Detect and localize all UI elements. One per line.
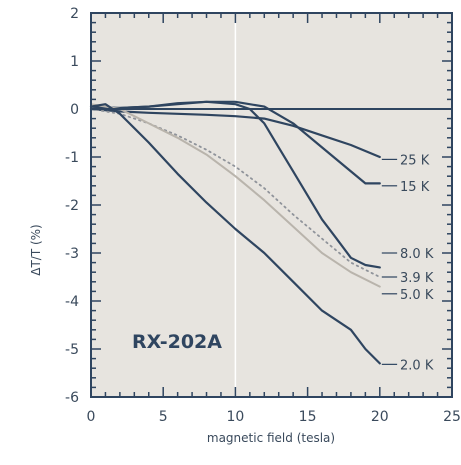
- curve-labels: 25 K 15 K 8.0 K 3.9 K 5.0 K 2.0 K: [381, 153, 434, 373]
- y-tick-label: -2: [65, 198, 79, 214]
- sample-label: RX-202A: [132, 331, 222, 353]
- y-tick-labels: 2 1 0 -1 -2 -3 -4 -5 -6: [65, 6, 79, 406]
- x-tick-label: 10: [226, 409, 244, 425]
- series-line-25-k: [89, 107, 381, 159]
- x-tick-labels: 0 5 10 15 20 25: [87, 409, 461, 425]
- series-line-2-0-k: [89, 103, 381, 365]
- y-tick-label: -4: [65, 294, 79, 310]
- x-tick-label: 20: [371, 409, 389, 425]
- curve-label: 5.0 K: [400, 288, 434, 303]
- curve-label: 8.0 K: [400, 247, 434, 262]
- y-tick-label: -1: [65, 150, 79, 166]
- series-layer: [89, 100, 381, 365]
- x-tick-label: 25: [443, 409, 461, 425]
- series-line-5-0-k: [90, 103, 381, 288]
- y-tick-label: 2: [70, 6, 79, 22]
- plot-frame: [90, 12, 453, 398]
- y-tick-label: 1: [70, 54, 79, 70]
- y-tick-label: 0: [70, 102, 79, 118]
- curve-label: 3.9 K: [400, 271, 434, 286]
- series-line-8-0-k: [89, 100, 381, 269]
- plot-background: [91, 13, 452, 397]
- curve-label: 15 K: [400, 180, 430, 195]
- x-tick-label: 5: [159, 409, 168, 425]
- x-tick-label: 15: [299, 409, 317, 425]
- y-axis-title: ΔT/T (%): [29, 224, 43, 276]
- y-tick-label: -6: [65, 390, 79, 406]
- y-tick-label: -3: [65, 246, 79, 262]
- curve-label: 2.0 K: [400, 358, 434, 373]
- x-tick-label: 0: [87, 409, 96, 425]
- x-axis-title: magnetic field (tesla): [207, 431, 335, 445]
- curve-label: 25 K: [400, 153, 430, 168]
- series-line-3-9-k: [90, 108, 381, 278]
- y-tick-label: -5: [65, 342, 79, 358]
